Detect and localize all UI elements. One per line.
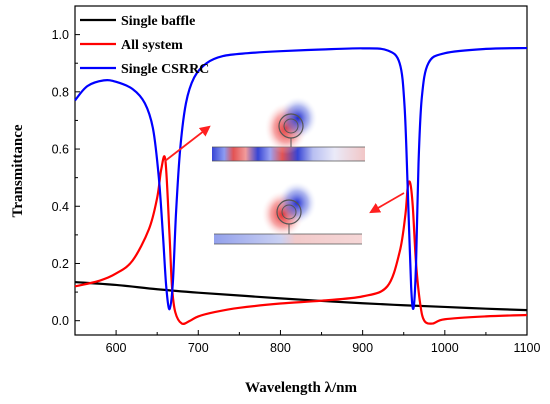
legend: Single baffle All system Single CSRRC	[80, 14, 209, 77]
y-axis-title: Transmittance	[10, 124, 26, 217]
y-tick-label: 0.2	[52, 257, 69, 271]
inset-field-map	[212, 96, 365, 245]
x-tick-label: 1000	[431, 341, 459, 355]
y-tick-label: 0.6	[52, 143, 69, 157]
annotation-arrow-right	[369, 192, 405, 214]
x-axis-title: Wavelength λ/nm	[245, 380, 357, 396]
x-tick-label: 600	[106, 341, 127, 355]
annotation-arrow-left	[164, 125, 211, 162]
y-tick-label: 0.4	[52, 200, 69, 214]
tick-labels: 600 700 800 900 1000 1100 0.0 0.2 0.4 0.6 0.8 1.0	[52, 28, 541, 355]
x-tick-label: 1100	[514, 341, 541, 355]
y-tick-label: 0.0	[52, 314, 69, 328]
y-tick-label: 0.8	[52, 85, 69, 99]
x-tick-label: 800	[270, 341, 291, 355]
legend-label-0: Single baffle	[121, 14, 195, 29]
plot-frame	[74, 5, 528, 336]
legend-label-2: Single CSRRC	[121, 62, 209, 77]
series-line-single-baffle	[74, 280, 528, 312]
series-lines	[74, 46, 528, 325]
series-line-all-system	[74, 155, 528, 325]
axis-ticks	[74, 34, 528, 335]
legend-label-1: All system	[121, 38, 183, 53]
x-tick-label: 900	[352, 341, 373, 355]
y-tick-label: 1.0	[52, 28, 69, 42]
x-tick-label: 700	[188, 341, 209, 355]
series-line-single-csrrc	[74, 46, 528, 311]
